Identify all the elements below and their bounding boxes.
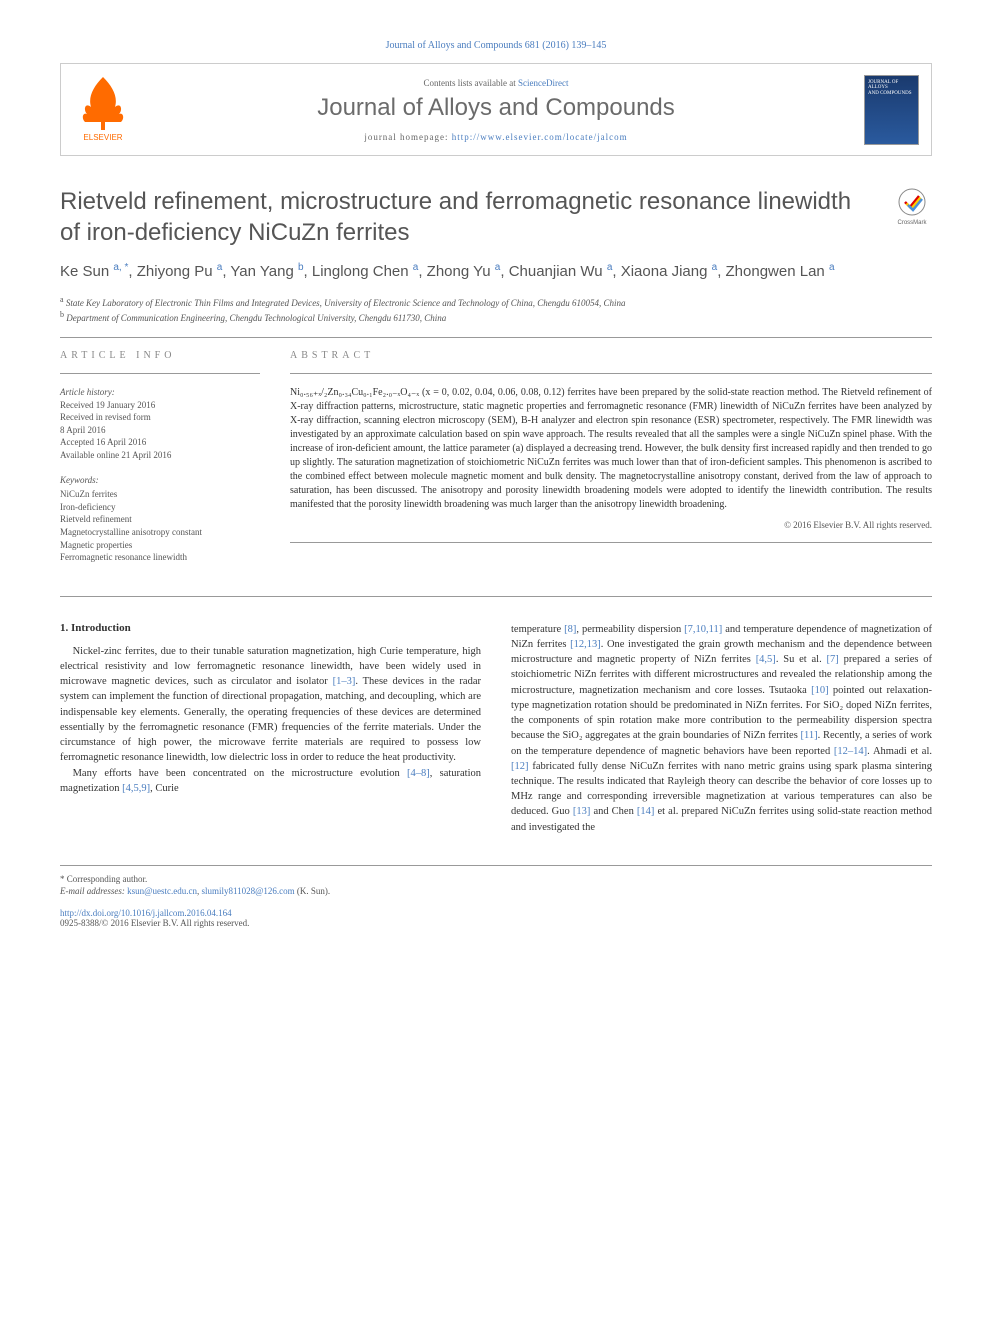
keyword: Magnetic properties — [60, 539, 260, 552]
doi-link[interactable]: http://dx.doi.org/10.1016/j.jallcom.2016… — [60, 908, 232, 918]
body-col-right: temperature [8], permeability dispersion… — [511, 622, 932, 835]
email-label: E-mail addresses: — [60, 886, 127, 896]
homepage-label: journal homepage: — [364, 132, 451, 142]
publisher-logo-block: ELSEVIER — [73, 72, 143, 147]
affiliations-block: a State Key Laboratory of Electronic Thi… — [60, 294, 932, 325]
body-text: temperature [8], permeability dispersion… — [511, 622, 932, 835]
divider — [290, 542, 932, 543]
email-line: E-mail addresses: ksun@uestc.edu.cn, slu… — [60, 886, 932, 896]
email-link[interactable]: ksun@uestc.edu.cn — [127, 886, 197, 896]
divider — [60, 596, 932, 597]
corresponding-author: * Corresponding author. — [60, 874, 932, 884]
keyword: Rietveld refinement — [60, 513, 260, 526]
paragraph: temperature [8], permeability dispersion… — [511, 622, 932, 835]
page-container: Journal of Alloys and Compounds 681 (201… — [0, 0, 992, 968]
keywords-head: Keywords: — [60, 474, 260, 487]
issn-line: 0925-8388/© 2016 Elsevier B.V. All right… — [60, 918, 932, 928]
elsevier-text: ELSEVIER — [83, 133, 122, 142]
abstract-col: ABSTRACT Ni₀.₅₆₊ₓ/₂Zn₀.₃₄Cu₀.₁Fe₂.₀₋ₓO₄₋… — [290, 350, 932, 576]
affiliation-a: a State Key Laboratory of Electronic Thi… — [60, 294, 932, 310]
abstract-label: ABSTRACT — [290, 350, 932, 361]
journal-name: Journal of Alloys and Compounds — [143, 94, 849, 122]
elsevier-tree-icon: ELSEVIER — [73, 72, 133, 142]
intro-heading: 1. Introduction — [60, 622, 481, 634]
keyword: Iron-deficiency — [60, 501, 260, 514]
keywords-block: Keywords: NiCuZn ferrites Iron-deficienc… — [60, 474, 260, 564]
history-line: Available online 21 April 2016 — [60, 449, 260, 462]
paragraph: Many efforts have been concentrated on t… — [60, 766, 481, 796]
body-text: Nickel-zinc ferrites, due to their tunab… — [60, 644, 481, 796]
title-row: Rietveld refinement, microstructure and … — [60, 186, 932, 248]
journal-cover-thumbnail: JOURNAL OF ALLOYS AND COMPOUNDS — [864, 75, 919, 145]
contents-lists-line: Contents lists available at ScienceDirec… — [143, 78, 849, 88]
divider — [60, 337, 932, 338]
journal-cover-block: JOURNAL OF ALLOYS AND COMPOUNDS — [849, 75, 919, 145]
doi-line: http://dx.doi.org/10.1016/j.jallcom.2016… — [60, 908, 932, 918]
body-columns: 1. Introduction Nickel-zinc ferrites, du… — [60, 622, 932, 835]
copyright-line: © 2016 Elsevier B.V. All rights reserved… — [290, 520, 932, 530]
authors-line: Ke Sun a, *, Zhiyong Pu a, Yan Yang b, L… — [60, 260, 932, 284]
footer-block: * Corresponding author. E-mail addresses… — [60, 865, 932, 928]
crossmark-badge[interactable]: CrossMark — [892, 186, 932, 226]
history-line: Accepted 16 April 2016 — [60, 436, 260, 449]
article-info: Article history: Received 19 January 201… — [60, 386, 260, 564]
abstract-text: Ni₀.₅₆₊ₓ/₂Zn₀.₃₄Cu₀.₁Fe₂.₀₋ₓO₄₋ₓ (x = 0,… — [290, 386, 932, 512]
contents-lists-text: Contents lists available at — [424, 78, 518, 88]
article-title: Rietveld refinement, microstructure and … — [60, 186, 872, 248]
cover-text: JOURNAL OF ALLOYS AND COMPOUNDS — [868, 80, 915, 97]
history-line: Received 19 January 2016 — [60, 399, 260, 412]
divider — [60, 373, 260, 374]
info-abstract-row: ARTICLE INFO Article history: Received 1… — [60, 350, 932, 576]
history-head: Article history: — [60, 386, 260, 399]
banner-center: Contents lists available at ScienceDirec… — [143, 78, 849, 142]
paragraph: Nickel-zinc ferrites, due to their tunab… — [60, 644, 481, 766]
keyword: Ferromagnetic resonance linewidth — [60, 551, 260, 564]
email-link[interactable]: slumily811028@126.com — [201, 886, 294, 896]
keyword: NiCuZn ferrites — [60, 488, 260, 501]
history-line: 8 April 2016 — [60, 424, 260, 437]
email-tail: (K. Sun). — [295, 886, 331, 896]
body-col-left: 1. Introduction Nickel-zinc ferrites, du… — [60, 622, 481, 835]
keyword: Magnetocrystalline anisotropy constant — [60, 526, 260, 539]
journal-homepage-line: journal homepage: http://www.elsevier.co… — [143, 132, 849, 142]
history-block: Article history: Received 19 January 201… — [60, 386, 260, 462]
history-line: Received in revised form — [60, 411, 260, 424]
homepage-link[interactable]: http://www.elsevier.com/locate/jalcom — [452, 132, 628, 142]
running-header: Journal of Alloys and Compounds 681 (201… — [60, 40, 932, 51]
journal-banner: ELSEVIER Contents lists available at Sci… — [60, 63, 932, 156]
article-info-label: ARTICLE INFO — [60, 350, 260, 361]
sciencedirect-link[interactable]: ScienceDirect — [518, 78, 568, 88]
divider — [290, 373, 932, 374]
affiliation-b: b Department of Communication Engineerin… — [60, 309, 932, 325]
article-info-col: ARTICLE INFO Article history: Received 1… — [60, 350, 260, 576]
crossmark-label: CrossMark — [897, 220, 927, 226]
